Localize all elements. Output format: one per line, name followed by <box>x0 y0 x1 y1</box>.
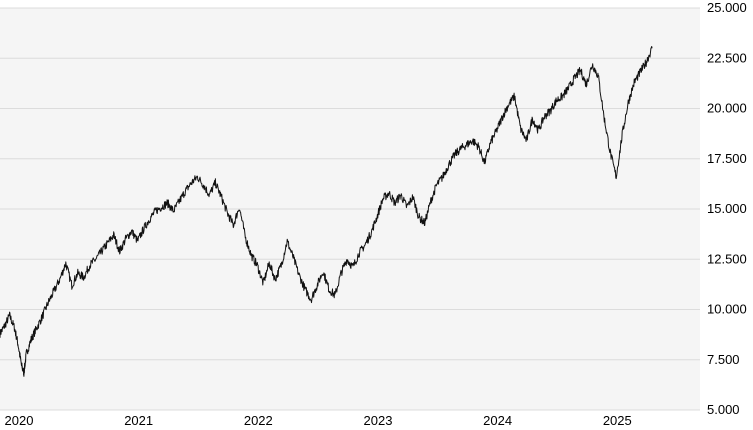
y-tick-label: 20.000 <box>707 101 747 116</box>
y-axis-tick-labels: 5.000 7.500 10.000 12.500 15.000 17.500 20.000… <box>707 0 747 417</box>
y-tick-label: 12.500 <box>707 251 747 266</box>
y-tick-label: 7.500 <box>707 352 740 367</box>
price-series-line <box>0 46 653 377</box>
y-tick-label: 25.000 <box>707 0 747 15</box>
x-axis-tick-labels: 2020 2021 2022 2023 2024 2025 <box>5 413 632 428</box>
x-tick-label: 2020 <box>5 413 34 428</box>
x-tick-label: 2021 <box>124 413 153 428</box>
x-tick-label: 2025 <box>603 413 632 428</box>
y-tick-label: 15.000 <box>707 201 747 216</box>
gridlines <box>0 7 700 411</box>
y-tick-label: 5.000 <box>707 402 740 417</box>
y-tick-label: 10.000 <box>707 302 747 317</box>
x-tick-label: 2022 <box>244 413 273 428</box>
y-tick-label: 22.500 <box>707 50 747 65</box>
y-tick-label: 17.500 <box>707 151 747 166</box>
x-tick-label: 2024 <box>483 413 512 428</box>
x-tick-label: 2023 <box>364 413 393 428</box>
